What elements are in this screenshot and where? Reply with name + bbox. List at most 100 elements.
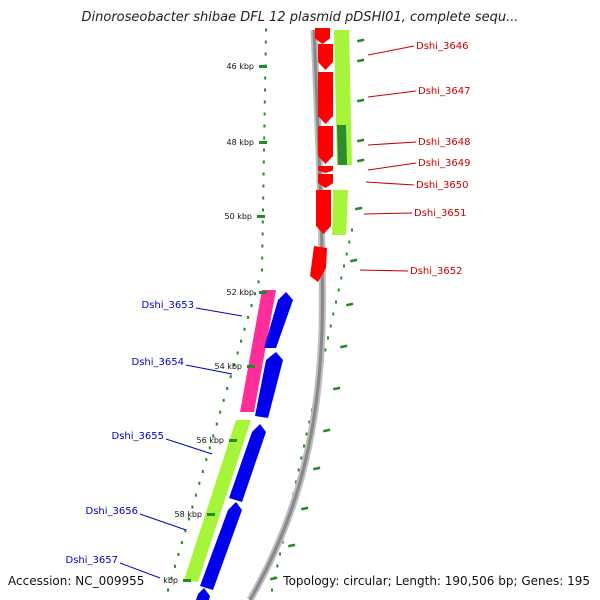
outer-tick-mark <box>357 98 365 103</box>
inner-tick-dot <box>262 184 265 188</box>
outer-tick-mark <box>349 258 358 263</box>
backbone-line <box>248 29 324 600</box>
gene-label-dshi_3651: Dshi_3651 <box>414 208 466 219</box>
inner-tick-dot <box>263 112 266 116</box>
gene-label-dshi_3654: Dshi_3654 <box>132 357 184 368</box>
outer-tick-mark <box>332 386 341 391</box>
outer-tick-mark <box>355 206 363 211</box>
tick-mark <box>257 215 265 218</box>
outer-tick-dot <box>340 276 343 280</box>
outer-tick-dot <box>276 564 279 568</box>
topology-text: Topology: circular; Length: 190,506 bp; … <box>283 574 590 588</box>
tick-label: 48 kbp <box>226 138 254 147</box>
tick-mark <box>207 513 215 516</box>
inner-tick-dot <box>236 351 239 355</box>
outer-tick-dot <box>345 252 348 256</box>
inner-tick-dot <box>222 398 225 402</box>
tick-label: 50 kbp <box>224 212 252 221</box>
forward-cds-arrow <box>318 126 333 164</box>
inner-tick-dot <box>264 76 267 80</box>
accession-text: Accession: NC_009955 <box>8 574 145 588</box>
inner-tick-dot <box>263 100 266 104</box>
outer-tick-dot <box>281 540 284 544</box>
inner-tick-dot <box>263 148 265 152</box>
tick-mark <box>229 439 237 442</box>
inner-tick-dot <box>261 244 264 248</box>
outer-tick-dot <box>300 456 303 460</box>
outer-tick-dot <box>351 228 353 232</box>
inner-tick-dot <box>187 517 190 521</box>
tick-mark <box>259 291 267 294</box>
tick-label: 54 kbp <box>214 362 242 371</box>
forward-cds-arrow <box>310 246 327 282</box>
tick-label: kbp <box>163 576 178 585</box>
forward-cds-arrow <box>316 190 331 234</box>
outer-tick-dot <box>335 300 337 304</box>
inner-tick-dot <box>264 52 267 56</box>
outer-tick-mark <box>357 58 365 63</box>
gene-label-dshi_3655: Dshi_3655 <box>112 431 164 442</box>
outer-tick-dot <box>279 552 281 556</box>
label-leader-line <box>367 141 417 146</box>
outer-tick-dot <box>329 324 332 328</box>
outer-tick-mark <box>269 576 278 581</box>
tick-mark <box>183 579 191 582</box>
inner-tick-dot <box>215 422 218 426</box>
inner-tick-dot <box>201 469 204 473</box>
inner-tick-dot <box>261 232 264 236</box>
inner-tick-dot <box>247 315 250 319</box>
gene-label-dshi_3652: Dshi_3652 <box>410 266 462 277</box>
forward-cds-arrow <box>318 44 333 70</box>
inner-tick-dot <box>262 196 265 200</box>
label-leader-line <box>185 364 233 375</box>
tick-label: 56 kbp <box>196 436 224 445</box>
forward-cds-arrow <box>318 72 333 124</box>
inner-tick-dot <box>229 375 232 379</box>
orf-green-box <box>332 190 348 235</box>
inner-tick-dot <box>250 304 253 308</box>
reverse-cds-arrow <box>264 292 293 348</box>
outer-tick-dot <box>337 288 340 292</box>
inner-tick-dot <box>205 458 208 462</box>
gene-label-dshi_3650: Dshi_3650 <box>416 180 468 191</box>
map-title: Dinoroseobacter shibae DFL 12 plasmid pD… <box>81 10 519 25</box>
outer-tick-mark <box>340 344 348 349</box>
inner-tick-dot <box>233 363 236 367</box>
outer-tick-mark <box>357 138 365 143</box>
inner-tick-dot <box>261 256 264 260</box>
inner-tick-dot <box>265 28 267 32</box>
tick-mark <box>247 365 255 368</box>
reverse-cds-arrow <box>196 588 210 600</box>
gene-label-dshi_3647: Dshi_3647 <box>418 86 470 97</box>
inner-tick-dot <box>173 564 176 568</box>
outer-tick-dot <box>305 432 308 436</box>
orf-green-box <box>184 420 251 582</box>
label-leader-line <box>119 562 161 579</box>
outer-tick-mark <box>357 38 365 43</box>
outer-tick-dot <box>308 420 311 424</box>
outer-tick-dot <box>297 468 300 472</box>
inner-tick-dot <box>262 172 265 176</box>
inner-tick-dot <box>170 576 173 580</box>
tick-marks-layer: 46 kbp 48 kbp 50 kbp 52 kbp 54 kbp 56 kbp 58 k… <box>163 38 365 585</box>
inner-tick-dot <box>212 434 215 438</box>
inner-tick-dot <box>219 410 222 414</box>
inner-tick-dot <box>254 292 257 296</box>
tick-mark <box>259 65 267 68</box>
backbone-layer <box>246 29 326 600</box>
outer-tick-dot <box>295 480 297 484</box>
cds-layer <box>196 28 333 600</box>
inner-tick-dot <box>208 446 211 450</box>
tick-label: 52 kbp <box>226 288 254 297</box>
outer-tick-dot <box>348 240 351 244</box>
inner-tick-dot <box>262 160 265 164</box>
outer-tick-mark <box>301 506 309 511</box>
outer-tick-dot <box>327 336 329 340</box>
forward-cds-arrow <box>315 28 330 44</box>
label-leader-line <box>165 438 213 455</box>
label-leader-line <box>195 307 243 317</box>
outer-tick-dot <box>324 348 327 352</box>
reverse-cds-arrow <box>229 424 266 502</box>
